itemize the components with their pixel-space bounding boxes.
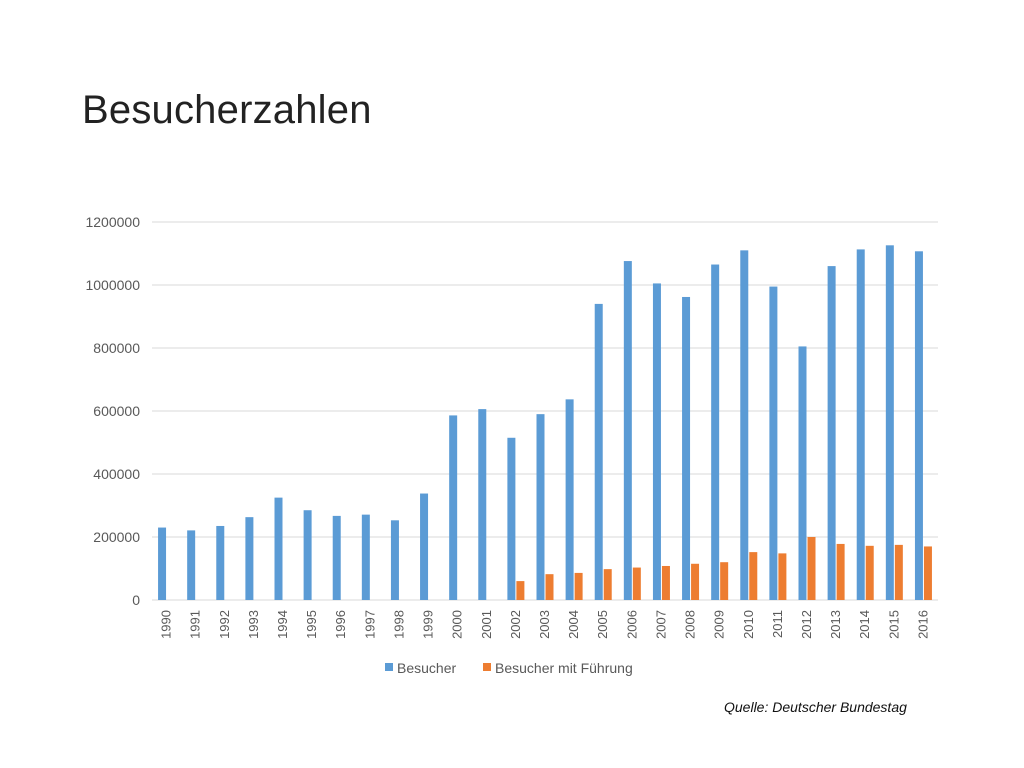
bar-besucher-2014: [856, 249, 865, 600]
bar-besucher-2002: [507, 437, 516, 600]
bar-besucher-2006: [623, 261, 632, 600]
legend-label: Besucher: [397, 660, 456, 676]
bar-besucher-2009: [711, 264, 720, 600]
bar-besucher-2015: [885, 245, 894, 600]
legend-label: Besucher mit Führung: [495, 660, 633, 676]
bar-fuehrung-2008: [691, 563, 700, 600]
bar-fuehrung-2013: [836, 543, 845, 600]
bar-fuehrung-2009: [720, 562, 729, 600]
legend-swatch: [483, 663, 491, 671]
y-tick-label: 400000: [93, 466, 140, 482]
x-tick-label: 2016: [915, 610, 930, 639]
bar-fuehrung-2011: [778, 553, 787, 600]
x-tick-label: 1996: [333, 610, 348, 639]
y-tick-label: 200000: [93, 529, 140, 545]
bar-series: [158, 245, 932, 601]
x-tick-label: 1991: [188, 610, 203, 639]
x-tick-label: 1990: [159, 610, 174, 639]
bar-besucher-1993: [245, 517, 254, 600]
bar-besucher-2008: [682, 296, 691, 600]
bar-besucher-1991: [187, 530, 196, 600]
bar-besucher-1996: [332, 515, 341, 600]
x-tick-label: 2004: [566, 610, 581, 639]
x-tick-label: 2005: [595, 610, 610, 639]
bar-fuehrung-2016: [923, 546, 932, 600]
x-tick-label: 1993: [246, 610, 261, 639]
bar-fuehrung-2004: [574, 572, 583, 600]
bar-besucher-1997: [361, 514, 370, 600]
bar-fuehrung-2010: [749, 552, 758, 600]
x-tick-label: 1997: [362, 610, 377, 639]
slide-title: Besucherzahlen: [82, 88, 372, 132]
x-tick-label: 2003: [537, 610, 552, 639]
x-tick-label: 1994: [275, 610, 290, 639]
x-tick-label: 2006: [624, 610, 639, 639]
legend-swatch: [385, 663, 393, 671]
x-tick-label: 2002: [508, 610, 523, 639]
x-tick-label: 1999: [421, 610, 436, 639]
bar-besucher-2000: [449, 415, 458, 600]
bar-besucher-2001: [478, 409, 487, 600]
x-tick-label: 2009: [712, 610, 727, 639]
bar-fuehrung-2003: [545, 574, 554, 600]
bar-fuehrung-2005: [603, 569, 612, 600]
x-tick-label: 2013: [828, 610, 843, 639]
bar-besucher-2007: [652, 283, 661, 600]
bar-fuehrung-2006: [632, 567, 641, 600]
bar-besucher-2003: [536, 414, 545, 600]
bar-besucher-2010: [740, 250, 749, 600]
y-tick-label: 800000: [93, 340, 140, 356]
bar-besucher-1998: [390, 520, 399, 600]
x-tick-label: 2015: [886, 610, 901, 639]
bar-besucher-1999: [420, 493, 429, 600]
legend: Besucher Besucher mit Führung: [385, 660, 633, 676]
x-tick-label: 2000: [450, 610, 465, 639]
y-tick-label: 600000: [93, 403, 140, 419]
bar-besucher-1994: [274, 497, 283, 600]
bar-fuehrung-2015: [894, 544, 903, 600]
x-tick-label: 2010: [741, 610, 756, 639]
bar-besucher-1992: [216, 525, 225, 600]
x-tick-label: 1995: [304, 610, 319, 639]
bar-fuehrung-2002: [516, 581, 525, 600]
bar-besucher-2005: [594, 303, 603, 600]
bar-besucher-2011: [769, 286, 778, 600]
x-tick-label: 2014: [857, 610, 872, 639]
bar-besucher-2016: [914, 251, 923, 601]
x-tick-label: 2012: [799, 610, 814, 639]
source-note: Quelle: Deutscher Bundestag: [724, 699, 907, 715]
bar-besucher-2012: [798, 346, 807, 600]
y-axis: 0 200000 400000 600000 800000 1000000 1200000: [85, 214, 140, 608]
bar-besucher-1995: [303, 510, 312, 600]
bar-besucher-2004: [565, 399, 574, 600]
y-tick-label: 1000000: [85, 277, 140, 293]
x-tick-label: 1992: [217, 610, 232, 639]
y-tick-label: 0: [132, 592, 140, 608]
bar-fuehrung-2014: [865, 545, 874, 600]
x-tick-label: 2007: [653, 610, 668, 639]
bar-fuehrung-2012: [807, 537, 816, 600]
y-tick-label: 1200000: [85, 214, 140, 230]
x-tick-label: 1998: [391, 610, 406, 639]
x-tick-label: 2008: [683, 610, 698, 639]
bar-besucher-1990: [158, 527, 167, 600]
bar-fuehrung-2007: [661, 565, 670, 600]
x-tick-label: 2011: [770, 610, 785, 638]
x-axis: 1990 1991 1992 1993 1994 1995 1996 1997 1998 1999…: [159, 610, 931, 639]
gridlines: [152, 221, 938, 601]
x-tick-label: 2001: [479, 610, 494, 639]
bar-besucher-2013: [827, 266, 836, 600]
